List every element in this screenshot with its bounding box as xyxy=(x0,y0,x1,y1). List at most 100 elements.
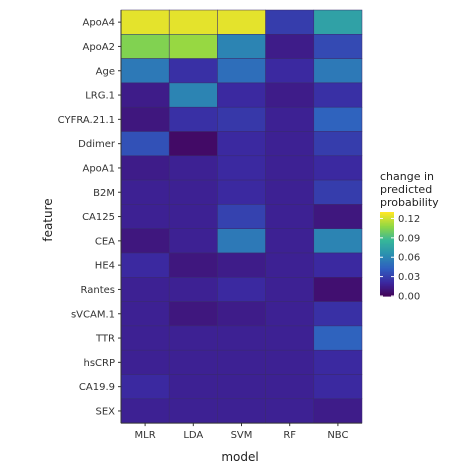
heatmap-cell xyxy=(168,106,218,132)
legend-colorbar-segment xyxy=(380,245,394,248)
legend-colorbar-segment xyxy=(380,263,394,266)
heatmap-cell xyxy=(168,179,218,205)
legend-colorbar-segment xyxy=(380,244,394,247)
heatmap-cell xyxy=(313,58,363,84)
heatmap-cell xyxy=(313,82,363,108)
legend-colorbar-segment xyxy=(380,293,394,296)
heatmap-cell xyxy=(120,179,170,205)
heatmap-cell xyxy=(120,34,170,59)
heatmap-cell xyxy=(265,58,315,84)
legend-colorbar-segment xyxy=(380,240,394,242)
legend-colorbar-segment xyxy=(380,276,394,279)
legend-tick-label: 0.09 xyxy=(398,233,420,244)
heatmap-cell xyxy=(265,398,315,424)
y-axis-title: feature xyxy=(41,198,55,241)
legend-colorbar-segment xyxy=(380,242,394,245)
heatmap-cell xyxy=(120,398,170,424)
legend-colorbar-segment xyxy=(380,249,394,252)
x-axis-ticks: MLR LDA SVM RF NBC xyxy=(135,423,348,441)
legend-colorbar-segment xyxy=(380,279,394,282)
legend-title-line-1: change in xyxy=(380,170,434,183)
legend-colorbar-segment xyxy=(380,282,394,284)
heatmap-cell xyxy=(120,325,170,351)
heatmap-cell xyxy=(265,179,315,205)
legend-title-line-2: predicted xyxy=(380,183,432,196)
y-tick-label: sVCAM.1 xyxy=(71,309,115,320)
heatmap-cell xyxy=(265,325,315,351)
y-tick-label: TTR xyxy=(95,334,115,345)
legend-colorbar-segment xyxy=(380,220,394,223)
legend-colorbar-segment xyxy=(380,216,394,219)
heatmap-cell xyxy=(313,325,363,351)
legend-colorbar-segment xyxy=(380,217,394,220)
heatmap-cell xyxy=(265,9,315,35)
heatmap-cell xyxy=(120,131,170,157)
legend-colorbar-segment xyxy=(380,248,394,251)
heatmap-cell xyxy=(168,131,218,157)
legend-colorbar xyxy=(380,212,394,297)
legend-colorbar-segment xyxy=(380,287,394,290)
heatmap-cell xyxy=(265,82,315,108)
heatmap-cell xyxy=(217,204,266,229)
heatmap-cell xyxy=(120,374,170,400)
heatmap-cell xyxy=(168,277,218,302)
legend-colorbar-segment xyxy=(380,230,394,233)
legend-colorbar-segment xyxy=(380,226,394,228)
legend-colorbar-segment xyxy=(380,277,394,280)
heatmap-cell xyxy=(120,82,170,108)
y-tick-label: Ddimer xyxy=(78,139,116,150)
legend-colorbar-segment xyxy=(380,290,394,293)
heatmap-cell xyxy=(217,374,266,400)
x-tick-label: RF xyxy=(283,430,296,441)
heatmap-cell xyxy=(217,398,266,424)
heatmap-cell xyxy=(217,179,266,205)
heatmap-cell xyxy=(265,34,315,59)
heatmap-cell xyxy=(217,155,266,181)
legend-colorbar-segment xyxy=(380,213,394,216)
legend-colorbar-segment xyxy=(380,266,394,269)
heatmap-cell xyxy=(120,204,170,229)
legend-colorbar-segment xyxy=(380,219,394,221)
y-tick-label: CA125 xyxy=(82,212,115,223)
heatmap-cell xyxy=(313,349,363,375)
legend-colorbar-segment xyxy=(380,228,394,231)
legend-tick-label: 0.12 xyxy=(398,214,420,225)
legend-colorbar-segment xyxy=(380,265,394,268)
legend-colorbar-segment xyxy=(380,221,394,224)
heatmap-cell xyxy=(265,204,315,229)
heatmap-cell xyxy=(217,277,266,302)
legend-colorbar-segment xyxy=(380,224,394,227)
legend-colorbar-segment xyxy=(380,262,394,265)
legend-colorbar-segment xyxy=(380,291,394,294)
heatmap-cell xyxy=(168,252,218,278)
legend-colorbar-segment xyxy=(380,223,394,226)
legend-colorbar-segment xyxy=(380,233,394,235)
heatmap-cell xyxy=(217,131,266,157)
legend-colorbar-segment xyxy=(380,212,394,214)
heatmap-cell xyxy=(313,106,363,132)
y-tick-label: hsCRP xyxy=(83,358,115,369)
heatmap-cell xyxy=(120,277,170,302)
heatmap-cell xyxy=(168,155,218,181)
heatmap-cell xyxy=(265,374,315,400)
legend-colorbar-segment xyxy=(380,237,394,240)
legend-colorbar-segment xyxy=(380,214,394,217)
heatmap-cell xyxy=(217,325,266,351)
y-tick-label: CYFRA.21.1 xyxy=(58,115,115,126)
legend-ticks: 0.12 0.09 0.06 0.03 0.00 xyxy=(380,214,420,303)
heatmap-cell xyxy=(168,349,218,375)
heatmap-cell xyxy=(168,58,218,84)
x-axis-title: model xyxy=(221,450,258,464)
legend-colorbar-segment xyxy=(380,238,394,241)
legend-colorbar-segment xyxy=(380,254,394,256)
heatmap-cell xyxy=(313,34,363,59)
x-tick-label: MLR xyxy=(135,430,156,441)
heatmap-cell xyxy=(120,9,170,35)
legend-colorbar-segment xyxy=(380,247,394,249)
heatmap-cell xyxy=(265,131,315,157)
legend-colorbar-segment xyxy=(380,227,394,230)
y-axis-ticks: ApoA4 ApoA2 Age LRG.1 CYFRA.21.1 Ddimer ApoA1 B… xyxy=(58,18,121,417)
heatmap-cell xyxy=(265,277,315,302)
legend-colorbar-segment xyxy=(380,252,394,255)
